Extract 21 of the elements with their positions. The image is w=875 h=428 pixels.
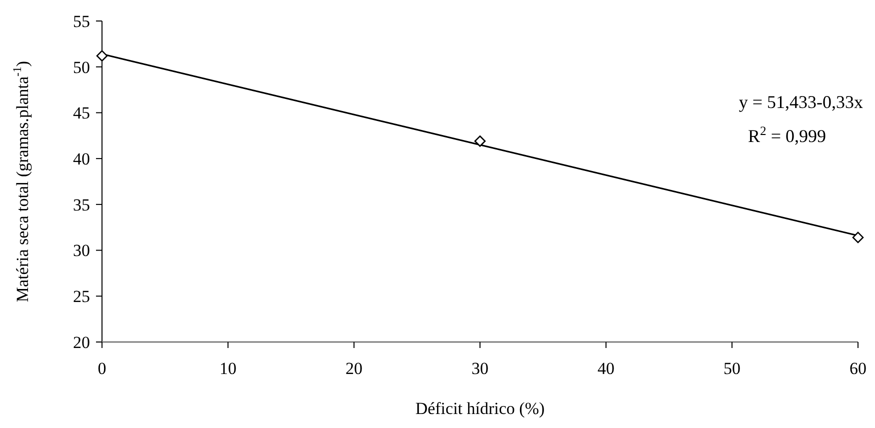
point (474, 135, 486, 147)
y-tick-label: 25 (73, 287, 90, 306)
x-tick-label: 60 (850, 359, 866, 378)
point (852, 232, 864, 244)
x-tick-label: 40 (598, 359, 614, 378)
y-tick-label: 20 (73, 332, 90, 352)
x-tick-label: 10 (220, 359, 236, 378)
y-tick-label: 55 (73, 12, 90, 31)
x-tick-label: 30 (472, 359, 488, 378)
y-tick-label: 40 (73, 150, 90, 169)
point (96, 50, 108, 62)
annotation: y = 51,433-0,33x (738, 92, 863, 112)
y-tick-label: 50 (73, 58, 90, 77)
annotation: R$^{2}$ = 0,999 (748, 124, 826, 146)
x-tick-label: 20 (346, 359, 362, 378)
y-tick-label: 30 (73, 241, 90, 260)
y-tick-label: 45 (73, 104, 90, 123)
x-axis-title: Déficit hídrico (%) (415, 399, 545, 418)
y-tick-label: 35 (73, 195, 90, 214)
x-tick-label: 50 (724, 359, 740, 378)
x-tick-label: 0 (98, 359, 106, 378)
